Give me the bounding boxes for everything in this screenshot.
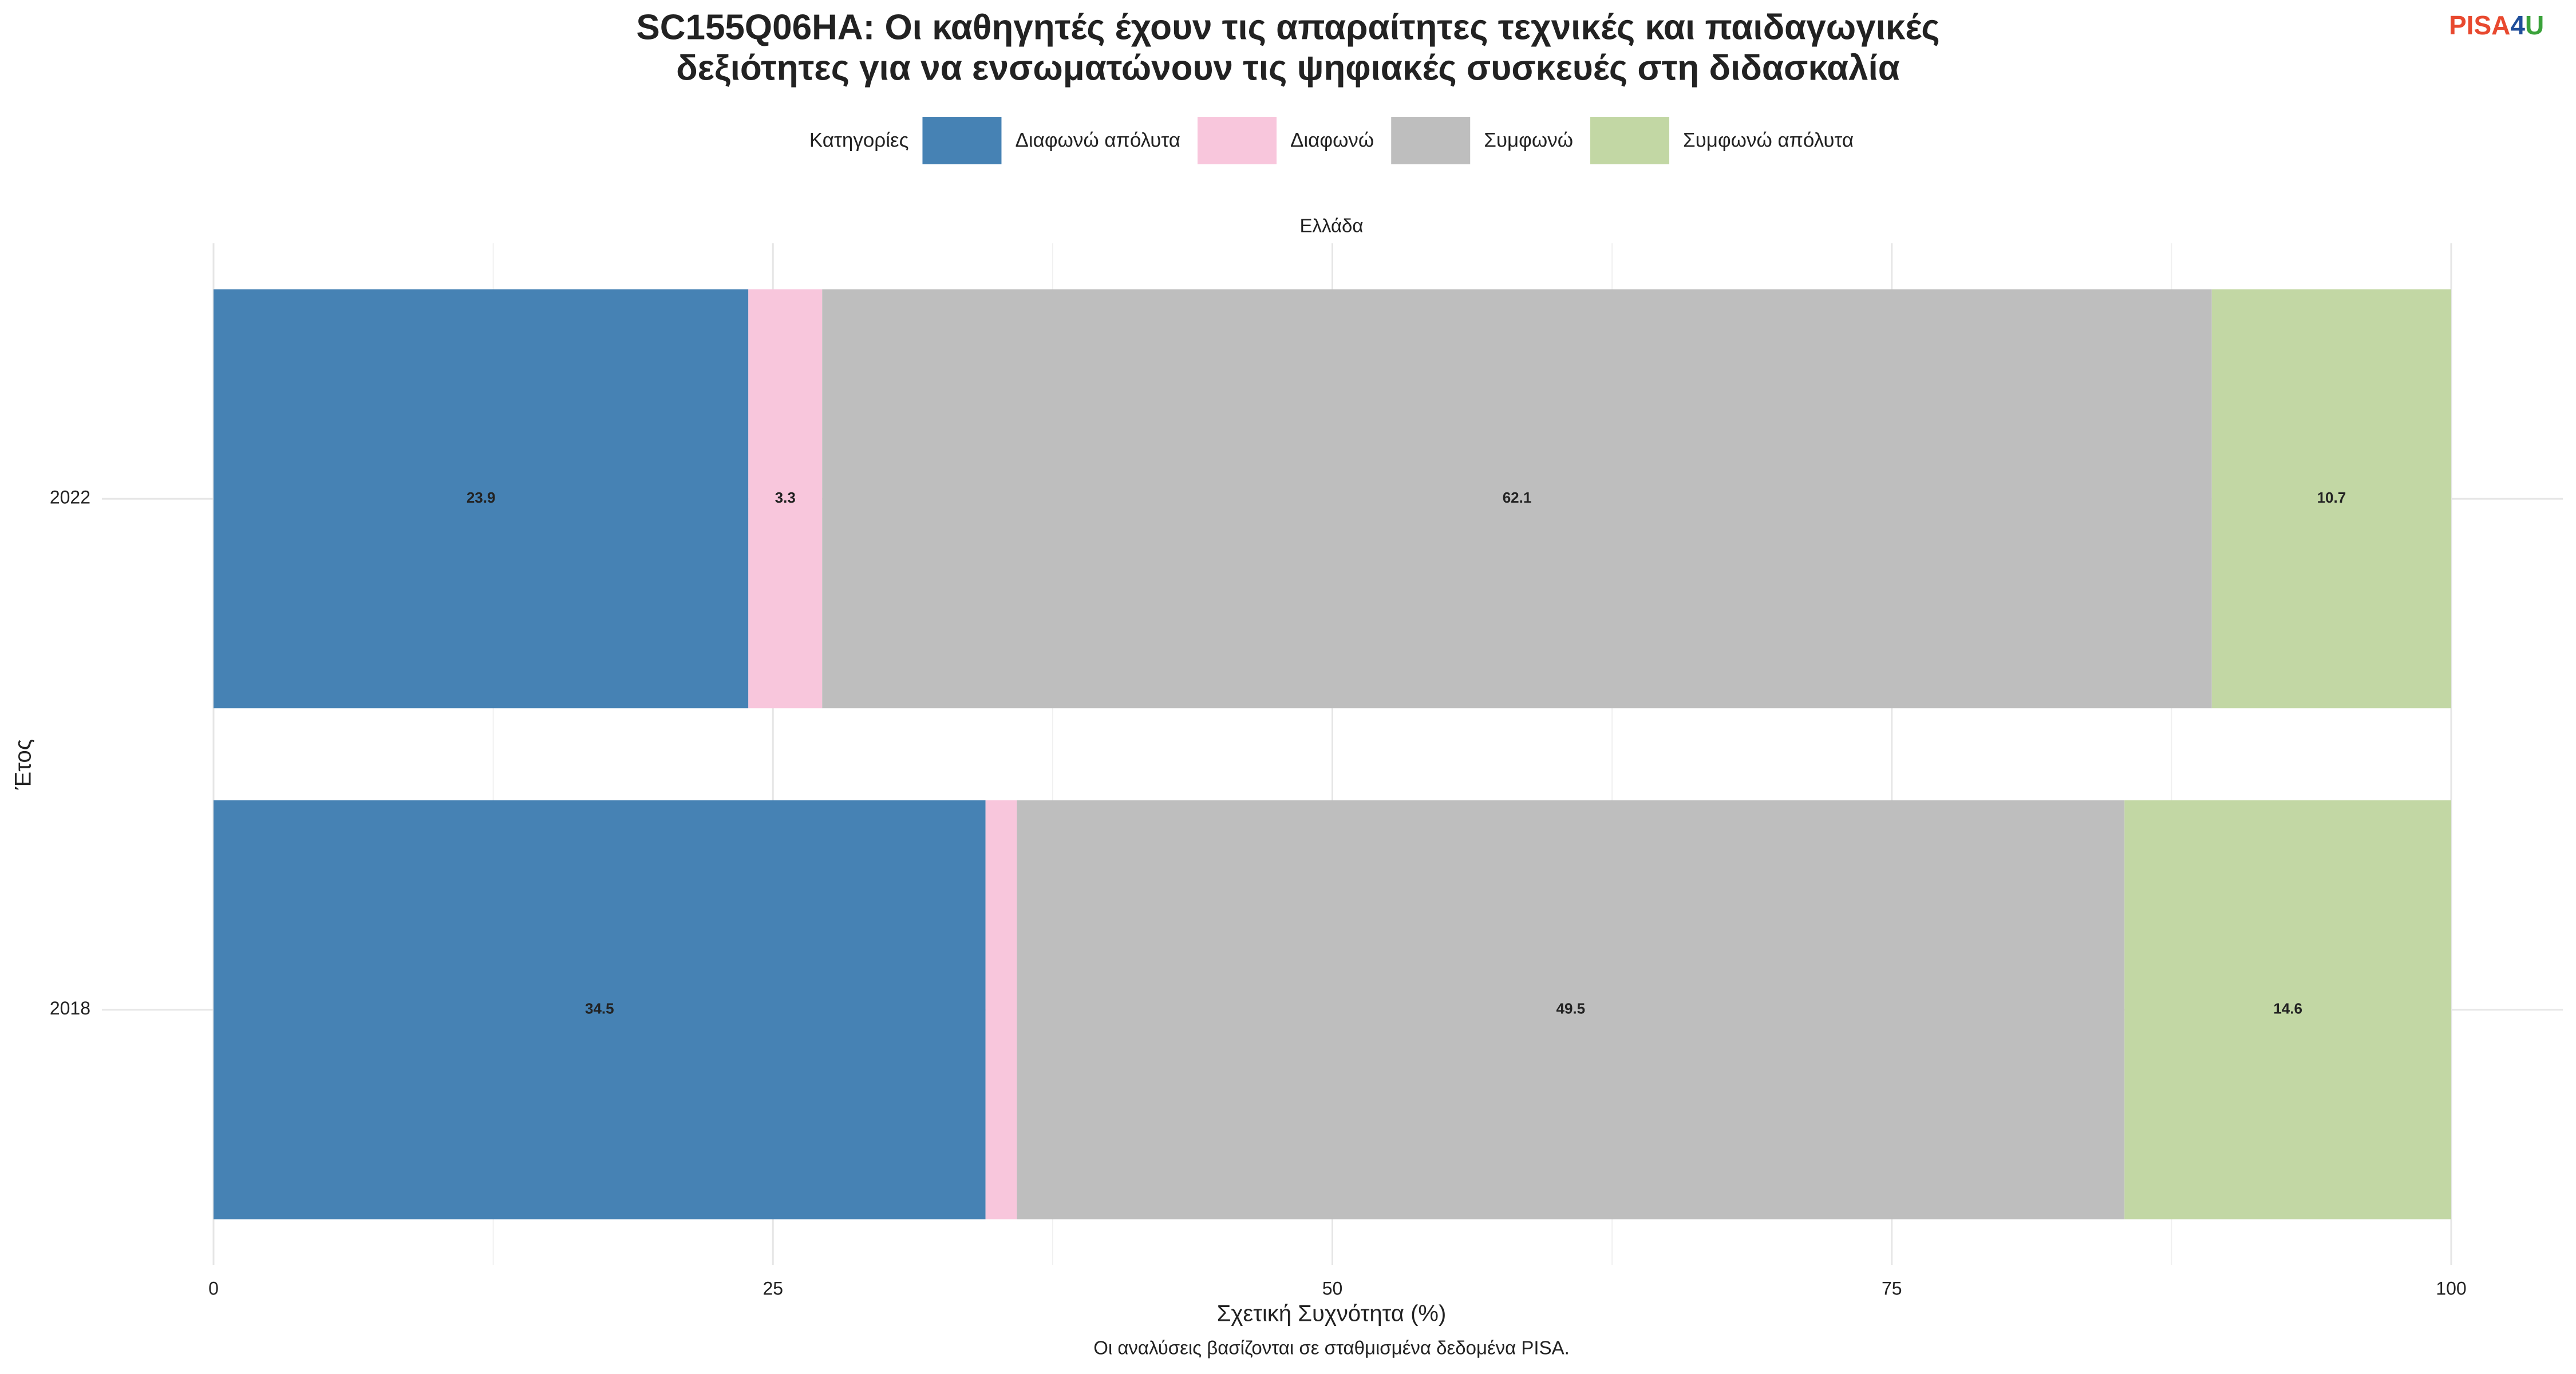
logo: PISA4U [2449, 10, 2544, 40]
legend-label: Συμφωνώ απόλυτα [1683, 129, 1854, 151]
logo-part: U [2525, 10, 2544, 40]
bar-segment [1017, 800, 2125, 1219]
bar-segment [2211, 289, 2451, 709]
x-tick-label: 50 [1322, 1278, 1343, 1298]
x-tick-label: 25 [762, 1278, 783, 1298]
bar-segment [2124, 800, 2451, 1219]
y-tick-label: 2022 [50, 487, 90, 508]
data-label: 34.5 [585, 1000, 614, 1017]
x-tick-label: 75 [1882, 1278, 1902, 1298]
legend-label: Διαφωνώ απόλυτα [1015, 129, 1180, 151]
data-label: 14.6 [2273, 1000, 2302, 1017]
chart-title: δεξιότητες για να ενσωματώνουν τις ψηφια… [676, 48, 1900, 88]
bar-segment [214, 289, 749, 709]
x-axis-title: Σχετική Συχνότητα (%) [1217, 1301, 1447, 1326]
legend-swatch [1590, 117, 1670, 164]
logo-part: 4 [2510, 10, 2525, 40]
legend-title: Κατηγορίες [809, 129, 909, 151]
x-tick-label: 0 [208, 1278, 219, 1298]
data-label: 10.7 [2317, 489, 2346, 506]
legend-swatch [922, 117, 1002, 164]
legend-swatch [1197, 117, 1277, 164]
chart-title: SC155Q06HA: Οι καθηγητές έχουν τις απαρα… [636, 7, 1939, 47]
bar-segment [985, 800, 1017, 1219]
logo-part: PISA [2449, 10, 2510, 40]
data-label: 49.5 [1556, 1000, 1586, 1017]
y-tick-label: 2018 [50, 998, 90, 1018]
legend-label: Διαφωνώ [1290, 129, 1374, 151]
legend: Κατηγορίες Διαφωνώ απόλυτα Διαφωνώ Συμφωνώ Σ… [809, 117, 1854, 164]
bar-segment [822, 289, 2212, 709]
data-label: 23.9 [467, 489, 496, 506]
caption: Οι αναλύσεις βασίζονται σε σταθμισμένα δ… [1093, 1337, 1570, 1359]
bar-segment [748, 289, 823, 709]
legend-label: Συμφωνώ [1484, 129, 1573, 151]
bar-segment [214, 800, 986, 1219]
data-label: 62.1 [1503, 489, 1532, 506]
x-tick-label: 100 [2436, 1278, 2466, 1298]
facet-label: Ελλάδα [1299, 215, 1363, 236]
legend-swatch [1391, 117, 1471, 164]
data-label: 3.3 [775, 489, 796, 506]
y-axis-title: Έτος [11, 739, 36, 790]
